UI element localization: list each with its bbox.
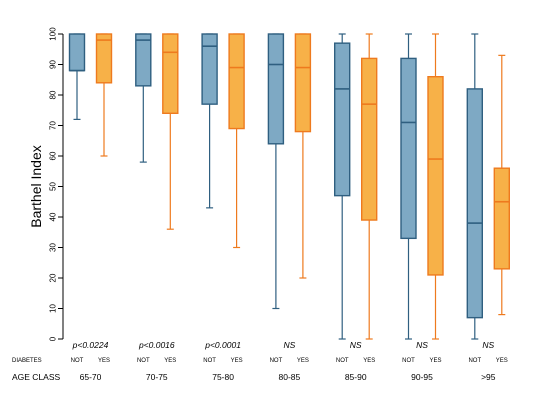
box-not-70-75	[135, 33, 152, 163]
p-value-label: p<0.0224	[72, 340, 109, 350]
box-iqr	[400, 57, 417, 240]
diabetes-not-label: NOT	[203, 358, 216, 364]
age-class-row-label: AGE CLASS	[12, 372, 61, 382]
box-iqr	[361, 57, 378, 221]
box-not-80-85	[267, 33, 285, 310]
box-iqr	[68, 33, 86, 72]
age-class-label: 85-90	[345, 372, 367, 382]
box-yes-75-80	[228, 33, 245, 249]
box-yes-85-90	[361, 33, 378, 340]
box-not-75-80	[201, 33, 218, 209]
y-tick-label: 0	[49, 336, 58, 341]
diabetes-yes-label: YES	[429, 358, 441, 364]
diabetes-not-label: NOT	[71, 358, 84, 364]
diabetes-not-label: NOT	[468, 358, 481, 364]
diabetes-row-label: DIABETES	[12, 358, 42, 364]
diabetes-yes-label: YES	[98, 358, 110, 364]
y-tick-label: 80	[49, 90, 58, 99]
diabetes-yes-label: YES	[297, 358, 309, 364]
age-class-label: 65-70	[80, 372, 102, 382]
age-class-label: 80-85	[279, 372, 301, 382]
box-iqr	[334, 42, 351, 197]
box-not->95	[466, 33, 483, 340]
diabetes-not-label: NOT	[336, 358, 349, 364]
box-iqr	[228, 33, 245, 130]
box-not-90-95	[400, 33, 417, 340]
p-value-label: NS	[350, 340, 362, 350]
box-yes->95	[493, 54, 510, 316]
box-yes-90-95	[427, 33, 444, 340]
diabetes-yes-label: YES	[231, 358, 243, 364]
box-iqr	[201, 33, 218, 105]
p-value-label: NS	[482, 340, 494, 350]
diabetes-not-label: NOT	[402, 358, 415, 364]
box-iqr	[95, 33, 113, 84]
y-tick-label: 20	[49, 273, 58, 282]
box-iqr	[466, 88, 483, 319]
diabetes-yes-label: YES	[496, 358, 508, 364]
y-tick-label: 60	[49, 151, 58, 160]
diabetes-yes-label: YES	[363, 358, 375, 364]
y-tick-label: 30	[49, 243, 58, 252]
box-iqr	[267, 33, 285, 145]
p-value-label: p<0.0016	[138, 340, 175, 350]
age-class-label: 70-75	[146, 372, 168, 382]
diabetes-yes-label: YES	[164, 358, 176, 364]
age-class-label: 90-95	[411, 372, 433, 382]
box-yes-70-75	[162, 33, 179, 230]
box-yes-80-85	[294, 33, 312, 279]
age-class-label: >95	[481, 372, 496, 382]
box-not-85-90	[334, 33, 351, 340]
y-axis-title: Barthel Index	[28, 145, 44, 228]
box-iqr	[135, 33, 152, 87]
p-value-label: NS	[283, 340, 295, 350]
box-not-65-70	[68, 33, 86, 121]
p-value-label: p<0.0001	[204, 340, 241, 350]
box-yes-65-70	[95, 33, 113, 157]
age-class-label: 75-80	[212, 372, 234, 382]
box-iqr	[162, 33, 179, 115]
y-tick-label: 40	[49, 212, 58, 221]
y-tick-label: 10	[49, 304, 58, 313]
y-tick-label: 90	[49, 60, 58, 69]
diabetes-not-label: NOT	[270, 358, 283, 364]
diabetes-not-label: NOT	[137, 358, 150, 364]
y-tick-label: 70	[49, 121, 58, 130]
y-tick-label: 100	[49, 27, 58, 41]
box-iqr	[493, 167, 510, 270]
box-iqr	[294, 33, 312, 133]
y-tick-label: 50	[49, 182, 58, 191]
box-iqr	[427, 75, 444, 276]
p-value-label: NS	[416, 340, 428, 350]
